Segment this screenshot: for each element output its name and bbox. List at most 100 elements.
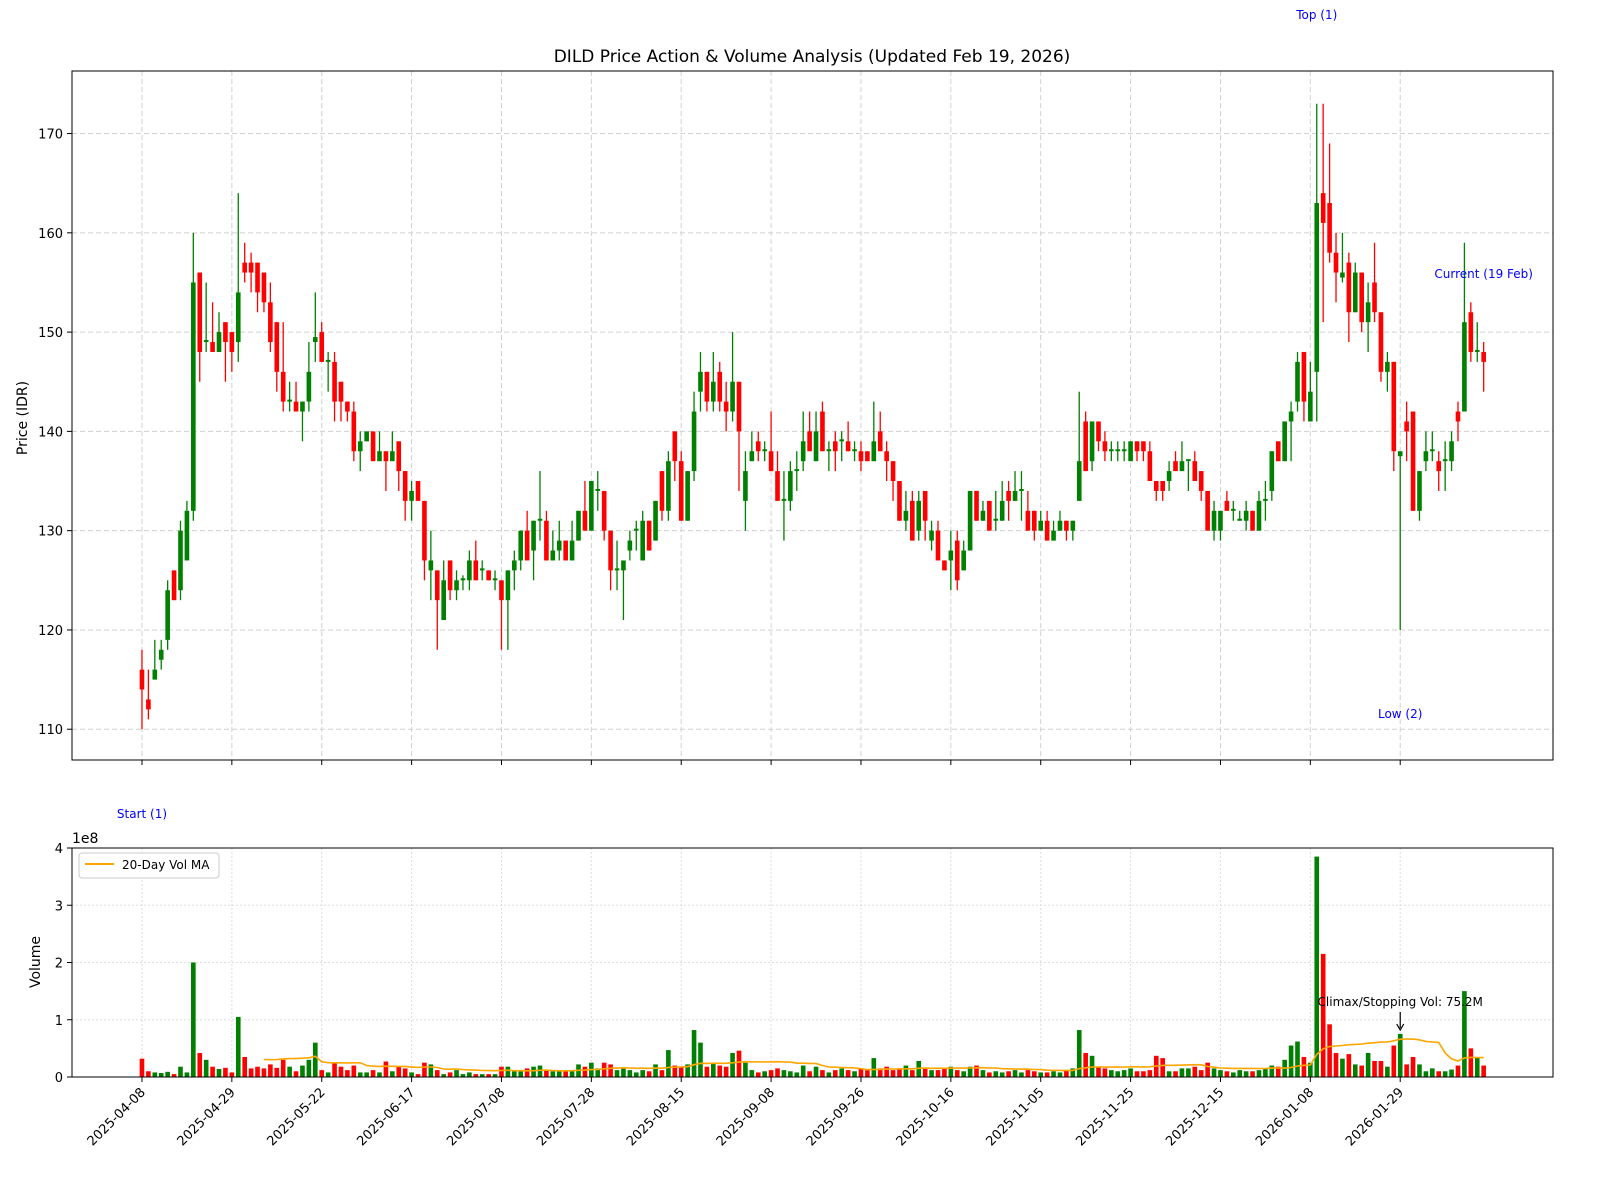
candle-body bbox=[223, 322, 228, 343]
price-ytick-label: 140 bbox=[38, 425, 63, 440]
candle-22 bbox=[280, 322, 286, 412]
candle-189 bbox=[1352, 262, 1358, 313]
volume-bar-3 bbox=[158, 1072, 164, 1077]
candle-body bbox=[563, 540, 568, 561]
candle-50 bbox=[460, 575, 466, 591]
candle-body bbox=[1430, 449, 1435, 452]
candle-body bbox=[1365, 302, 1371, 323]
price-ytick-label: 170 bbox=[38, 128, 63, 143]
candle-body bbox=[287, 399, 292, 402]
candle-69 bbox=[582, 481, 588, 531]
candle-85 bbox=[685, 471, 690, 521]
volume-bar-183 bbox=[1314, 856, 1320, 1077]
volume-bar-98 bbox=[768, 1070, 774, 1077]
candle-95 bbox=[749, 431, 755, 462]
candle-body bbox=[1211, 510, 1217, 531]
volume-bar-42 bbox=[409, 1072, 414, 1077]
candle-body bbox=[1462, 322, 1467, 412]
candle-114 bbox=[871, 401, 877, 462]
volume-bar-64 bbox=[550, 1071, 556, 1077]
candle-body bbox=[1115, 449, 1121, 452]
volume-bar-160 bbox=[1166, 1071, 1172, 1077]
volume-bar-115 bbox=[877, 1068, 883, 1077]
candle-100 bbox=[781, 471, 787, 541]
candle-77 bbox=[633, 520, 639, 551]
candle-137 bbox=[1019, 471, 1024, 521]
candle-body bbox=[980, 510, 986, 521]
candle-body bbox=[942, 560, 947, 571]
candle-158 bbox=[1153, 481, 1159, 501]
candle-106 bbox=[820, 401, 825, 452]
candle-body bbox=[903, 510, 909, 521]
candle-body bbox=[1423, 451, 1429, 462]
candle-body bbox=[1378, 312, 1384, 372]
candle-194 bbox=[1385, 351, 1390, 392]
candle-119 bbox=[903, 490, 909, 531]
candle-body bbox=[576, 510, 581, 541]
volume-panel-frame bbox=[71, 847, 1554, 1078]
candle-body bbox=[1455, 411, 1461, 422]
volume-bar-208 bbox=[1474, 1056, 1480, 1077]
candle-body bbox=[486, 570, 491, 581]
volume-bar-99 bbox=[775, 1068, 780, 1077]
candle-152 bbox=[1115, 441, 1121, 462]
candle-70 bbox=[589, 481, 594, 531]
candle-78 bbox=[640, 510, 646, 561]
volume-bar-22 bbox=[280, 1059, 286, 1077]
candle-body bbox=[1385, 361, 1390, 372]
volume-bar-198 bbox=[1410, 1056, 1416, 1077]
candle-body bbox=[1019, 488, 1024, 491]
candle-body bbox=[1282, 421, 1287, 462]
candle-body bbox=[608, 530, 613, 571]
volume-bar-109 bbox=[839, 1068, 845, 1077]
candle-144 bbox=[1064, 520, 1069, 541]
candle-75 bbox=[621, 560, 626, 621]
candle-body bbox=[1359, 272, 1365, 323]
volume-bar-134 bbox=[999, 1072, 1005, 1077]
candle-body bbox=[351, 411, 357, 452]
candle-146 bbox=[1076, 391, 1082, 501]
volume-bar-50 bbox=[460, 1074, 466, 1077]
candle-140 bbox=[1038, 510, 1044, 531]
volume-bar-6 bbox=[178, 1066, 183, 1077]
volume-bar-4 bbox=[165, 1071, 170, 1077]
candle-126 bbox=[948, 530, 954, 591]
volume-bar-193 bbox=[1378, 1060, 1384, 1077]
candle-body bbox=[993, 518, 999, 521]
volume-bar-126 bbox=[948, 1066, 954, 1077]
candle-body bbox=[1173, 461, 1178, 472]
volume-bar-60 bbox=[524, 1068, 530, 1077]
volume-bar-181 bbox=[1301, 1056, 1307, 1077]
volume-bar-165 bbox=[1198, 1070, 1204, 1077]
volume-bar-38 bbox=[383, 1061, 389, 1077]
volume-bar-74 bbox=[614, 1070, 620, 1077]
volume-bar-23 bbox=[287, 1066, 292, 1077]
candle-body bbox=[1057, 520, 1063, 531]
candle-body bbox=[1340, 272, 1345, 278]
candle-48 bbox=[447, 560, 453, 601]
candle-35 bbox=[364, 431, 369, 442]
candle-body bbox=[1198, 471, 1204, 491]
volume-bar-125 bbox=[942, 1068, 947, 1077]
volume-bar-145 bbox=[1070, 1068, 1076, 1077]
volume-bar-72 bbox=[601, 1062, 607, 1077]
volume-bar-8 bbox=[191, 962, 196, 1077]
candle-body bbox=[434, 570, 440, 601]
volume-bar-138 bbox=[1025, 1070, 1031, 1077]
volume-bar-184 bbox=[1320, 953, 1326, 1077]
candle-170 bbox=[1230, 500, 1236, 521]
candle-129 bbox=[967, 490, 973, 551]
candle-153 bbox=[1121, 441, 1127, 462]
candle-body bbox=[974, 490, 979, 521]
candle-body bbox=[184, 510, 190, 561]
volume-bar-204 bbox=[1449, 1069, 1454, 1077]
volume-bar-119 bbox=[903, 1065, 909, 1077]
candle-166 bbox=[1205, 490, 1210, 531]
candle-body bbox=[197, 272, 203, 352]
volume-bar-41 bbox=[402, 1068, 408, 1077]
price-grid bbox=[72, 71, 1553, 760]
candle-body bbox=[717, 371, 723, 402]
volume-bar-103 bbox=[800, 1065, 806, 1077]
